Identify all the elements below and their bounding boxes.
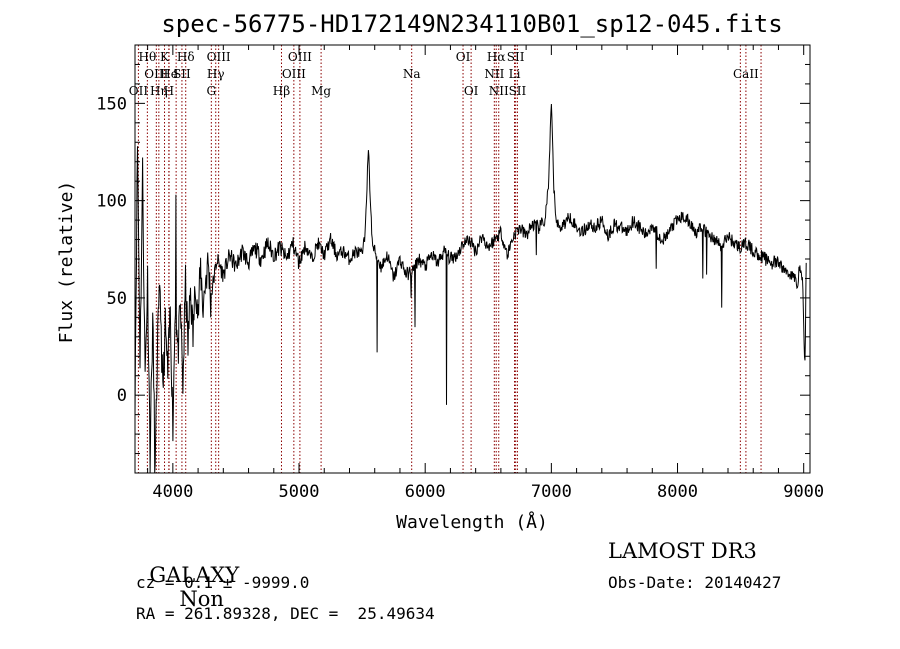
line-label-20: NII <box>484 67 504 81</box>
line-label-23: SII <box>507 50 525 64</box>
line-label-11: Hγ <box>207 67 225 81</box>
y-tick-label-100: 100 <box>96 192 127 212</box>
line-label-21: Hα <box>487 50 506 64</box>
x-tick-label-6000: 6000 <box>405 482 446 502</box>
x-tick-label-4000: 4000 <box>152 482 193 502</box>
line-label-0: OII <box>129 84 149 98</box>
line-label-5: K <box>160 50 170 64</box>
line-label-15: OIII <box>288 50 312 64</box>
x-axis-label: Wavelength (Å) <box>396 511 548 533</box>
line-label-26: CaII <box>733 67 759 81</box>
line-label-12: OIII <box>207 50 231 64</box>
line-label-22: NII <box>489 84 509 98</box>
object-subclass: Non <box>179 587 224 611</box>
y-axis-label: Flux (relative) <box>56 181 77 344</box>
survey-name: LAMOST DR3 <box>608 539 757 563</box>
cz-value: cz = 0.1 ± -9999.0 <box>136 573 310 592</box>
line-label-17: Na <box>403 67 421 81</box>
y-tick-label-150: 150 <box>96 94 127 114</box>
line-label-3: Hη <box>150 84 168 98</box>
line-label-10: G <box>207 84 217 98</box>
line-label-16: Mg <box>311 84 331 98</box>
line-label-24: Li <box>509 67 521 81</box>
chart-title: spec-56775-HD172149N234110B01_sp12-045.f… <box>161 10 782 38</box>
line-label-18: OI <box>456 50 471 64</box>
x-tick-label-7000: 7000 <box>531 482 572 502</box>
line-label-8: Hδ <box>177 50 195 64</box>
x-tick-label-8000: 8000 <box>657 482 698 502</box>
line-label-14: OIII <box>282 67 306 81</box>
line-label-7: I <box>174 67 179 81</box>
object-class: GALAXY <box>149 563 240 587</box>
y-tick-label-50: 50 <box>107 289 127 309</box>
plot-area: 4000 5000 6000 7000 8000 9000050100150OIIHθOI… <box>96 44 824 502</box>
x-tick-label-9000: 9000 <box>783 482 824 502</box>
x-tick-label-5000: 5000 <box>279 482 320 502</box>
line-label-19: OI <box>464 84 479 98</box>
line-label-4: He <box>160 67 178 81</box>
plot-frame <box>134 44 811 474</box>
line-label-9: SII <box>173 67 191 81</box>
line-label-25: SII <box>509 84 527 98</box>
line-label-6: H <box>164 84 174 98</box>
y-tick-label-0: 0 <box>117 386 127 406</box>
radec-value: RA = 261.89328, DEC = 25.49634 <box>136 604 435 623</box>
obs-date: Obs-Date: 20140427 <box>608 573 782 592</box>
spectrum-line <box>134 103 807 474</box>
object-type: GALAXY Non <box>136 539 239 611</box>
line-label-13: Hβ <box>273 84 290 98</box>
line-label-2: OIII <box>144 67 168 81</box>
line-label-1: Hθ <box>139 50 157 64</box>
